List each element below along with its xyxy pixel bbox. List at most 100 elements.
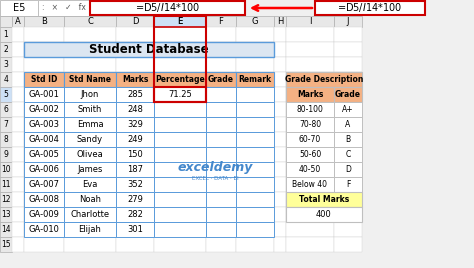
- Bar: [236, 132, 274, 147]
- Text: Noah: Noah: [79, 195, 101, 204]
- Bar: [12, 207, 24, 222]
- Bar: [116, 147, 154, 162]
- Bar: [206, 192, 236, 207]
- Bar: [154, 132, 206, 147]
- Text: Below 40: Below 40: [292, 180, 328, 189]
- Bar: [286, 72, 362, 87]
- Bar: [64, 117, 116, 132]
- Bar: [24, 42, 274, 57]
- Bar: [0, 177, 12, 192]
- Bar: [0, 27, 12, 42]
- Bar: [64, 72, 116, 87]
- Bar: [154, 72, 206, 87]
- Text: GA-001: GA-001: [28, 90, 59, 99]
- Text: Student Database: Student Database: [89, 43, 209, 56]
- Bar: [206, 117, 236, 132]
- Bar: [286, 207, 362, 222]
- Bar: [236, 87, 274, 102]
- Text: Std ID: Std ID: [31, 75, 57, 84]
- Bar: [206, 87, 236, 102]
- Bar: [286, 27, 334, 42]
- Bar: [12, 42, 24, 57]
- Text: 9: 9: [4, 150, 9, 159]
- Bar: [116, 192, 154, 207]
- Bar: [24, 222, 64, 237]
- Bar: [64, 147, 116, 162]
- Bar: [0, 0, 38, 16]
- Bar: [24, 117, 64, 132]
- Bar: [206, 177, 236, 192]
- Text: 50-60: 50-60: [299, 150, 321, 159]
- Bar: [274, 132, 286, 147]
- Bar: [0, 132, 12, 147]
- Bar: [236, 222, 274, 237]
- Bar: [286, 87, 334, 102]
- Bar: [154, 102, 206, 117]
- Bar: [334, 177, 362, 192]
- Text: 329: 329: [127, 120, 143, 129]
- Bar: [24, 102, 64, 117]
- Bar: [236, 177, 274, 192]
- Bar: [116, 27, 154, 42]
- Bar: [206, 102, 236, 117]
- Bar: [12, 57, 24, 72]
- Text: D: D: [345, 165, 351, 174]
- Bar: [116, 177, 154, 192]
- Bar: [286, 162, 334, 177]
- Bar: [64, 102, 116, 117]
- Bar: [116, 72, 154, 87]
- Bar: [334, 102, 362, 117]
- Bar: [236, 237, 274, 252]
- Bar: [64, 72, 116, 87]
- Bar: [236, 177, 274, 192]
- Bar: [236, 222, 274, 237]
- Bar: [64, 177, 116, 192]
- Text: 8: 8: [4, 135, 9, 144]
- Bar: [154, 16, 206, 102]
- Bar: [116, 237, 154, 252]
- Bar: [12, 192, 24, 207]
- Bar: [286, 162, 334, 177]
- Bar: [286, 42, 334, 57]
- Bar: [24, 87, 64, 102]
- Bar: [24, 177, 64, 192]
- Text: 15: 15: [1, 240, 11, 249]
- Bar: [0, 0, 474, 16]
- Bar: [334, 57, 362, 72]
- Text: GA-009: GA-009: [28, 210, 59, 219]
- Bar: [64, 87, 116, 102]
- Text: Marks: Marks: [297, 90, 323, 99]
- Text: 285: 285: [127, 90, 143, 99]
- Bar: [154, 87, 206, 102]
- Bar: [274, 177, 286, 192]
- Text: E5: E5: [13, 3, 25, 13]
- Bar: [274, 102, 286, 117]
- Bar: [12, 102, 24, 117]
- Text: 352: 352: [127, 180, 143, 189]
- Text: 400: 400: [316, 210, 332, 219]
- Bar: [206, 27, 236, 42]
- Text: 5: 5: [4, 90, 9, 99]
- Bar: [0, 222, 12, 237]
- Bar: [274, 57, 286, 72]
- Text: B: B: [346, 135, 351, 144]
- Bar: [286, 102, 334, 117]
- Bar: [116, 87, 154, 102]
- Text: E: E: [177, 17, 182, 26]
- Bar: [116, 192, 154, 207]
- Bar: [286, 132, 334, 147]
- Bar: [206, 16, 236, 27]
- Bar: [64, 132, 116, 147]
- Text: GA-005: GA-005: [28, 150, 59, 159]
- Bar: [206, 72, 236, 87]
- Bar: [12, 162, 24, 177]
- Bar: [116, 57, 154, 72]
- Bar: [286, 237, 334, 252]
- Bar: [334, 102, 362, 117]
- Bar: [116, 147, 154, 162]
- Bar: [236, 72, 274, 87]
- Bar: [334, 147, 362, 162]
- Bar: [0, 117, 12, 132]
- Bar: [154, 117, 206, 132]
- Text: GA-002: GA-002: [28, 105, 59, 114]
